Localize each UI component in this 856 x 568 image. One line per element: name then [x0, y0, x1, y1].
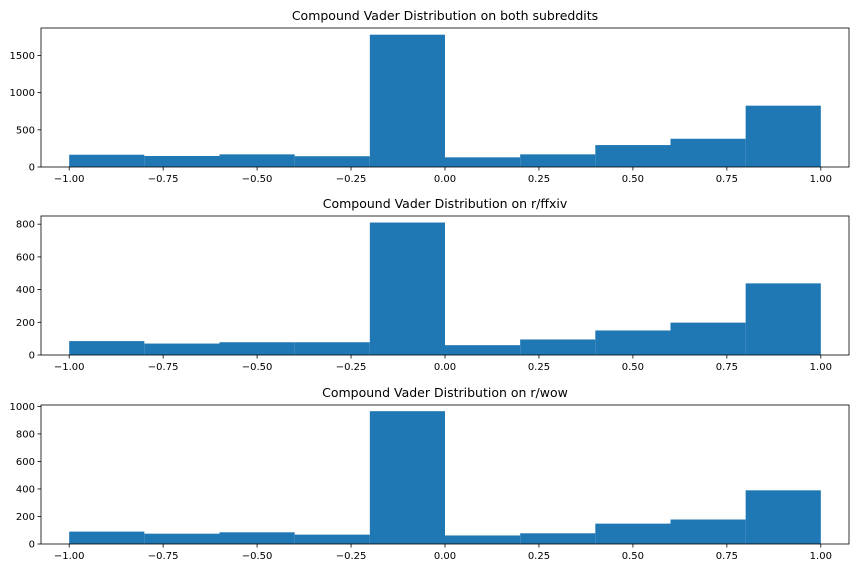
- x-tick-label: 1.00: [810, 174, 832, 185]
- histogram-bar: [69, 154, 145, 167]
- x-tick-label: 0.50: [622, 362, 644, 373]
- x-tick-label: 0.50: [622, 174, 644, 185]
- y-tick-label: 500: [16, 125, 35, 136]
- histogram-bar: [144, 343, 220, 355]
- histogram-bar: [69, 341, 145, 355]
- x-tick-label: −0.25: [336, 362, 367, 373]
- chart-title: Compound Vader Distribution on r/wow: [322, 385, 568, 400]
- y-tick-label: 1500: [10, 51, 35, 62]
- histogram-bar: [219, 342, 295, 355]
- histogram-bar: [219, 154, 295, 167]
- x-tick-label: −0.50: [242, 174, 273, 185]
- histogram-bar: [670, 138, 746, 167]
- histogram-bar: [595, 523, 671, 544]
- histogram-panel-1: Compound Vader Distribution on both subr…: [10, 8, 850, 185]
- x-tick-label: 0.75: [716, 551, 738, 562]
- x-tick-label: −1.00: [54, 551, 85, 562]
- histogram-bar: [294, 342, 370, 355]
- histogram-bar: [219, 532, 295, 544]
- y-tick-label: 400: [16, 285, 35, 296]
- histogram-bar: [520, 533, 596, 544]
- x-tick-label: 0.25: [528, 174, 550, 185]
- histogram-bar: [595, 145, 671, 167]
- x-tick-label: 0.00: [434, 551, 456, 562]
- y-tick-label: 1000: [10, 88, 35, 99]
- histogram-bar: [670, 322, 746, 355]
- x-tick-label: 0.25: [528, 362, 550, 373]
- x-tick-label: 1.00: [810, 362, 832, 373]
- chart-title: Compound Vader Distribution on r/ffxiv: [323, 196, 568, 211]
- y-tick-label: 800: [16, 220, 35, 231]
- x-tick-label: −0.75: [148, 551, 179, 562]
- y-tick-label: 0: [29, 540, 35, 551]
- x-tick-label: −0.50: [242, 362, 273, 373]
- x-tick-label: −0.75: [148, 174, 179, 185]
- x-tick-label: 1.00: [810, 551, 832, 562]
- histogram-bar: [369, 411, 445, 544]
- x-tick-label: 0.25: [528, 551, 550, 562]
- x-tick-label: 0.75: [716, 362, 738, 373]
- histogram-bar: [294, 156, 370, 167]
- histogram-bar: [670, 519, 746, 544]
- histogram-bar: [445, 157, 521, 167]
- histogram-panel-2: Compound Vader Distribution on r/ffxiv −1…: [16, 196, 850, 373]
- y-tick-label: 600: [16, 457, 35, 468]
- histogram-bar: [144, 533, 220, 544]
- histogram-bar: [445, 535, 521, 544]
- histogram-bar: [144, 155, 220, 167]
- x-tick-label: 0.75: [716, 174, 738, 185]
- histogram-bar: [369, 34, 445, 168]
- x-tick-label: −0.25: [336, 174, 367, 185]
- histogram-bar: [745, 490, 821, 544]
- histogram-bar: [595, 330, 671, 355]
- chart-title: Compound Vader Distribution on both subr…: [292, 8, 598, 23]
- x-tick-label: 0.00: [434, 362, 456, 373]
- histogram-bar: [745, 283, 821, 355]
- x-tick-label: −0.50: [242, 551, 273, 562]
- x-tick-label: −0.75: [148, 362, 179, 373]
- x-tick-label: 0.00: [434, 174, 456, 185]
- x-tick-label: −0.25: [336, 551, 367, 562]
- y-tick-label: 800: [16, 429, 35, 440]
- histogram-bar: [294, 534, 370, 544]
- y-tick-label: 200: [16, 318, 35, 329]
- histogram-bar: [520, 339, 596, 355]
- histogram-bar: [745, 105, 821, 167]
- histogram-bar: [520, 154, 596, 167]
- y-tick-label: 1000: [10, 402, 35, 413]
- x-tick-label: −1.00: [54, 174, 85, 185]
- y-tick-label: 0: [29, 351, 35, 362]
- y-tick-label: 400: [16, 484, 35, 495]
- y-tick-label: 600: [16, 252, 35, 263]
- histogram-panel-3: Compound Vader Distribution on r/wow −1.0…: [10, 385, 850, 562]
- y-tick-label: 200: [16, 512, 35, 523]
- x-tick-label: 0.50: [622, 551, 644, 562]
- histogram-bar: [69, 531, 145, 544]
- y-tick-label: 0: [29, 163, 35, 174]
- histogram-bar: [369, 222, 445, 355]
- x-tick-label: −1.00: [54, 362, 85, 373]
- histogram-bar: [445, 345, 521, 355]
